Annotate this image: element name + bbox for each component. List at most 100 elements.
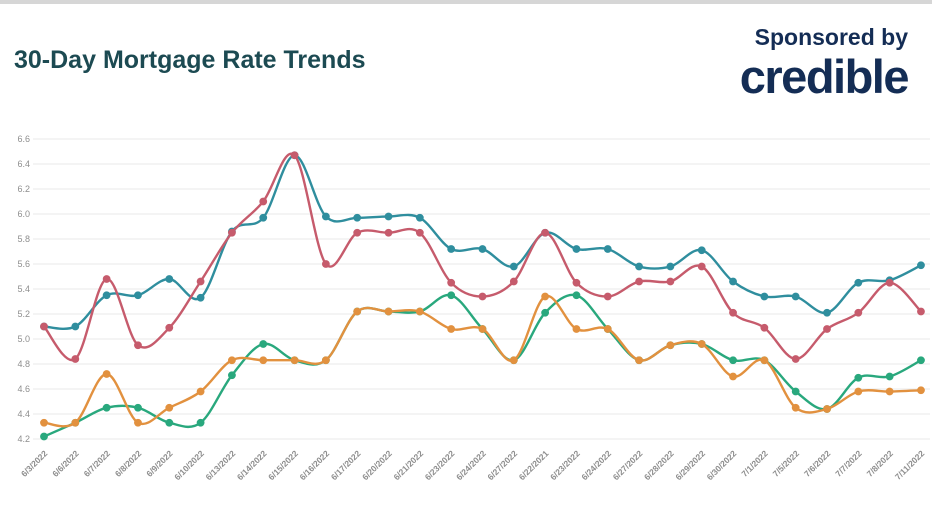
teal-series-point — [603, 245, 612, 253]
teal-series-point — [760, 292, 769, 301]
rose-series-point — [572, 278, 581, 287]
y-tick-label: 6.6 — [17, 134, 30, 144]
rose-series-point — [228, 228, 236, 237]
x-tick-label: 6/30/2022 — [705, 448, 739, 482]
green-series-point — [447, 291, 456, 300]
rose-series-point — [885, 278, 894, 287]
orange-series-point — [478, 325, 487, 333]
y-tick-label: 6.0 — [17, 209, 30, 219]
teal-series-point — [71, 322, 80, 331]
orange-series-point — [259, 356, 268, 365]
green-series-point — [885, 372, 894, 381]
rose-series-point — [321, 260, 330, 268]
y-tick-label: 4.4 — [17, 409, 30, 419]
x-tick-label: 7/1/2022 — [739, 448, 770, 479]
orange-series-point — [791, 403, 800, 412]
x-tick-label: 6/20/2022 — [360, 448, 394, 482]
x-tick-label: 6/24/2022 — [579, 448, 613, 482]
rose-series-point — [40, 322, 48, 331]
rose-series-point — [854, 308, 863, 317]
x-tick-label: 7/11/2022 — [893, 448, 927, 482]
x-tick-label: 6/23/2022 — [548, 448, 582, 482]
rose-series-point — [697, 262, 706, 271]
y-tick-label: 5.6 — [17, 259, 30, 269]
green-series-point — [572, 291, 581, 300]
teal-series-point — [102, 291, 111, 300]
rose-series-point — [71, 355, 80, 363]
x-tick-label: 6/21/2022 — [391, 448, 425, 482]
orange-series-point — [760, 356, 769, 365]
rose-series-point — [541, 228, 550, 237]
rose-series-point — [603, 292, 612, 301]
x-tick-label: 6/6/2022 — [50, 448, 81, 479]
x-tick-label: 6/24/2022 — [454, 448, 488, 482]
green-series-point — [259, 340, 268, 348]
x-tick-label: 6/27/2022 — [485, 448, 519, 482]
orange-series-point — [509, 356, 518, 365]
top-divider — [0, 0, 932, 4]
x-tick-label: 6/22/2021 — [517, 448, 551, 482]
rose-series-point — [478, 292, 487, 301]
rose-series-point — [353, 228, 362, 237]
rose-series-point — [384, 228, 393, 237]
orange-series-point — [854, 387, 863, 396]
x-tick-label: 6/16/2022 — [297, 448, 331, 482]
x-tick-label: 6/29/2022 — [673, 448, 707, 482]
rose-series-point — [917, 307, 925, 316]
orange-series-point — [228, 356, 236, 365]
y-tick-label: 5.0 — [17, 334, 30, 344]
teal-series-point — [321, 212, 330, 221]
orange-series-point — [415, 307, 424, 316]
rose-series-point — [165, 323, 174, 332]
teal-series-point — [478, 245, 487, 253]
credible-logo: credible — [739, 49, 910, 103]
teal-series-line — [43, 154, 922, 330]
orange-series-point — [635, 356, 643, 365]
sponsor-block: Sponsored by credible — [739, 24, 910, 103]
y-tick-label: 4.8 — [17, 359, 30, 369]
teal-series-point — [165, 275, 174, 283]
orange-series-point — [666, 341, 675, 350]
teal-series-point — [854, 278, 863, 287]
y-tick-label: 4.6 — [17, 384, 30, 394]
teal-series-point — [384, 212, 393, 221]
teal-series-point — [259, 213, 268, 222]
orange-series-point — [572, 325, 581, 333]
teal-series-point — [447, 245, 456, 253]
orange-series-point — [134, 418, 142, 427]
rose-series-point — [196, 277, 205, 286]
orange-series-point — [917, 386, 925, 395]
green-series-point — [196, 418, 205, 427]
orange-series-point — [290, 356, 299, 365]
orange-series-point — [165, 403, 174, 412]
rose-series-point — [760, 323, 769, 332]
green-series-point — [791, 387, 800, 396]
green-series-line — [43, 293, 922, 438]
teal-series-point — [134, 291, 142, 300]
x-tick-label: 7/7/2022 — [833, 448, 864, 479]
x-tick-label: 6/8/2022 — [113, 448, 144, 479]
rose-series-point — [259, 197, 268, 206]
x-tick-label: 6/10/2022 — [172, 448, 206, 482]
orange-series-point — [823, 405, 831, 413]
rose-series-point — [102, 275, 111, 283]
orange-series-point — [729, 372, 737, 381]
teal-series-point — [666, 262, 675, 271]
x-tick-label: 6/13/2022 — [204, 448, 238, 482]
green-series-point — [541, 308, 550, 317]
y-tick-label: 5.8 — [17, 234, 30, 244]
orange-series-point — [603, 325, 612, 333]
orange-series-point — [196, 387, 205, 396]
green-series-point — [854, 373, 863, 382]
teal-series-point — [415, 213, 424, 222]
x-tick-label: 6/15/2022 — [266, 448, 300, 482]
teal-series-point — [196, 293, 205, 302]
x-tick-label: 7/5/2022 — [771, 448, 802, 479]
rose-series-point — [509, 277, 518, 286]
y-tick-label: 6.2 — [17, 184, 30, 194]
green-series-point — [228, 371, 236, 380]
rose-series-point — [823, 325, 831, 333]
rose-series-point — [447, 278, 456, 287]
